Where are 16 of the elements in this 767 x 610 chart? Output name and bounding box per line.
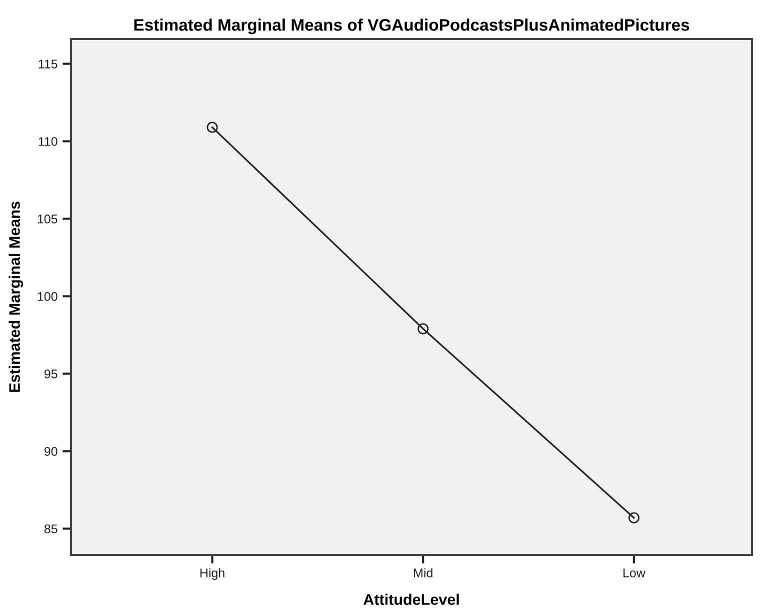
chart-title: Estimated Marginal Means of VGAudioPodcastsPlusAnimatedPictures [134,18,690,34]
point [628,512,640,524]
y-tick-label: 100 [38,292,58,301]
x-tick-label: High [200,568,224,580]
x-axis-title: AttitudeLevel [364,594,459,605]
y-tick-label: 115 [38,60,58,68]
y-tick-label: 105 [38,214,58,224]
point [418,323,429,334]
x-tick-label: Low [623,568,646,578]
point [206,122,218,133]
y-tick-label: 110 [38,137,58,146]
y-axis-title: Estimated Marginal Means [8,202,24,392]
y-tick-label: 95 [44,370,58,378]
y-tick-label: 85 [44,524,58,534]
y-tick-label: 90 [44,446,58,456]
x-tick-label: Mid [414,568,432,578]
